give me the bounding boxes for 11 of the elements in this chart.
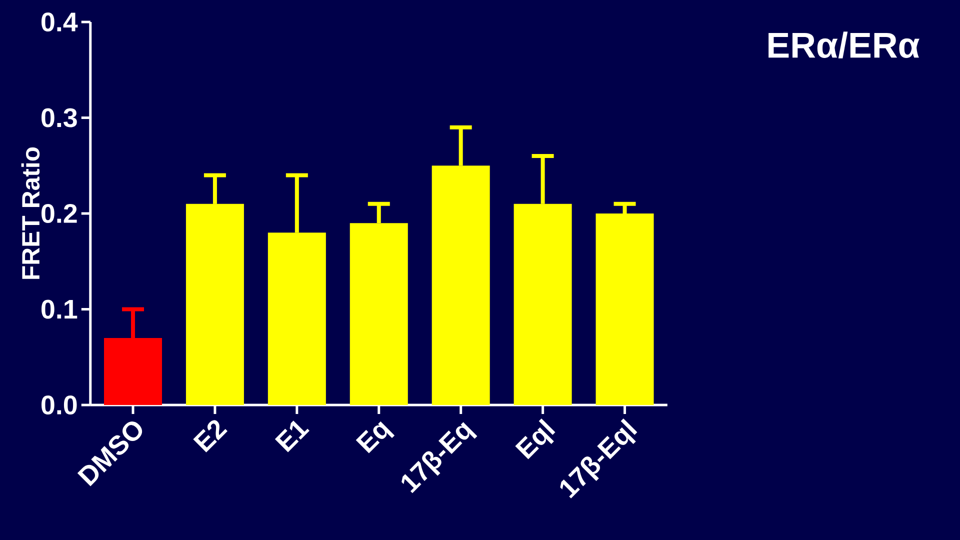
x-tick-label: E2 bbox=[193, 420, 228, 452]
y-tick-label: 0.0 bbox=[42, 395, 77, 415]
x-tick-label: Eql bbox=[515, 418, 556, 460]
y-tick-label: 0.2 bbox=[42, 204, 77, 224]
y-axis-title: FRET Ratio bbox=[21, 147, 40, 279]
text: ERα/ERα bbox=[768, 32, 920, 58]
y-tick-label: 0.1 bbox=[42, 300, 78, 319]
y-tick-label: 0.3 bbox=[42, 108, 77, 128]
x-tick-label: Eq bbox=[356, 421, 395, 454]
x-tick-label: E1 bbox=[274, 420, 310, 452]
y-tick-label: 0.4 bbox=[42, 12, 78, 32]
